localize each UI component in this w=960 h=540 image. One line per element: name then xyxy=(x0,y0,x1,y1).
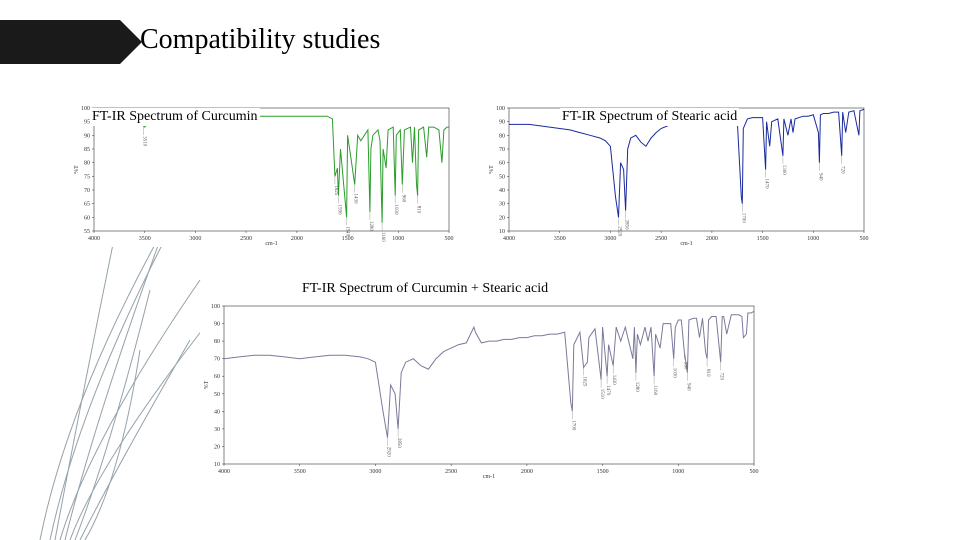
svg-text:1470: 1470 xyxy=(764,179,769,190)
svg-text:3500: 3500 xyxy=(554,236,566,242)
svg-text:4000: 4000 xyxy=(88,236,100,242)
svg-text:4000: 4000 xyxy=(503,236,515,242)
svg-text:1030: 1030 xyxy=(672,368,677,379)
svg-text:500: 500 xyxy=(445,236,454,242)
svg-text:940: 940 xyxy=(685,383,690,391)
svg-text:1625: 1625 xyxy=(333,185,338,196)
svg-text:960: 960 xyxy=(682,362,687,370)
svg-text:90: 90 xyxy=(84,133,90,139)
svg-text:2500: 2500 xyxy=(445,469,457,475)
svg-text:cm-1: cm-1 xyxy=(265,241,277,247)
svg-text:65: 65 xyxy=(84,202,90,208)
svg-text:70: 70 xyxy=(214,357,220,363)
svg-text:2920: 2920 xyxy=(386,447,391,458)
svg-text:50: 50 xyxy=(499,174,505,180)
svg-text:2000: 2000 xyxy=(706,236,718,242)
svg-text:4000: 4000 xyxy=(218,469,230,475)
svg-text:100: 100 xyxy=(211,304,220,310)
svg-text:80: 80 xyxy=(214,339,220,345)
svg-text:85: 85 xyxy=(84,147,90,153)
svg-text:1590: 1590 xyxy=(336,205,341,216)
slide-title: Compatibility studies xyxy=(140,24,380,56)
svg-text:30: 30 xyxy=(499,202,505,208)
svg-text:%T: %T xyxy=(204,380,210,389)
svg-text:1510: 1510 xyxy=(345,226,350,237)
svg-text:3000: 3000 xyxy=(369,469,381,475)
svg-text:30: 30 xyxy=(214,427,220,433)
svg-text:%T: %T xyxy=(74,165,80,174)
svg-text:1000: 1000 xyxy=(807,236,819,242)
svg-text:810: 810 xyxy=(416,206,421,214)
svg-text:80: 80 xyxy=(84,161,90,167)
svg-text:2000: 2000 xyxy=(521,469,533,475)
svg-text:500: 500 xyxy=(860,236,869,242)
title-accent-bar xyxy=(0,20,120,64)
svg-text:1700: 1700 xyxy=(740,213,745,224)
svg-text:40: 40 xyxy=(214,409,220,415)
svg-text:20: 20 xyxy=(214,444,220,450)
svg-text:1430: 1430 xyxy=(353,194,358,205)
svg-text:2920: 2920 xyxy=(617,226,622,237)
svg-text:2850: 2850 xyxy=(624,220,629,231)
svg-text:cm-1: cm-1 xyxy=(680,241,692,247)
svg-text:90: 90 xyxy=(499,120,505,126)
svg-text:940: 940 xyxy=(817,173,822,181)
svg-text:1500: 1500 xyxy=(597,469,609,475)
svg-text:1160: 1160 xyxy=(380,232,385,242)
svg-text:720: 720 xyxy=(719,372,724,380)
svg-text:1700: 1700 xyxy=(570,420,575,431)
svg-text:810: 810 xyxy=(705,369,710,377)
svg-text:1510: 1510 xyxy=(599,389,604,400)
svg-text:75: 75 xyxy=(84,174,90,180)
svg-text:80: 80 xyxy=(499,133,505,139)
svg-text:90: 90 xyxy=(214,322,220,328)
svg-text:2000: 2000 xyxy=(291,236,303,242)
svg-text:60: 60 xyxy=(84,215,90,221)
svg-text:720: 720 xyxy=(840,166,845,174)
spectrum-title-stearic: FT-IR Spectrum of Stearic acid xyxy=(560,108,739,126)
svg-text:2500: 2500 xyxy=(240,236,252,242)
svg-text:70: 70 xyxy=(499,147,505,153)
svg-text:60: 60 xyxy=(499,161,505,167)
svg-text:3000: 3000 xyxy=(189,236,201,242)
svg-text:3000: 3000 xyxy=(604,236,616,242)
spectrum-title-mix: FT-IR Spectrum of Curcumin + Stearic aci… xyxy=(300,280,550,298)
svg-text:1000: 1000 xyxy=(672,469,684,475)
svg-text:%T: %T xyxy=(489,165,495,174)
svg-text:55: 55 xyxy=(84,229,90,235)
svg-text:960: 960 xyxy=(400,195,405,203)
svg-text:60: 60 xyxy=(214,374,220,380)
spectrum-title-curcumin: FT-IR Spectrum of Curcumin xyxy=(90,108,260,126)
svg-text:100: 100 xyxy=(496,106,505,112)
svg-text:10: 10 xyxy=(214,462,220,468)
svg-text:3510: 3510 xyxy=(142,136,147,147)
svg-text:2500: 2500 xyxy=(655,236,667,242)
svg-text:cm-1: cm-1 xyxy=(483,474,495,480)
svg-text:1430: 1430 xyxy=(611,375,616,386)
svg-text:3500: 3500 xyxy=(294,469,306,475)
svg-text:1500: 1500 xyxy=(342,236,354,242)
svg-text:100: 100 xyxy=(81,106,90,112)
svg-text:1280: 1280 xyxy=(368,221,373,232)
svg-text:3500: 3500 xyxy=(139,236,151,242)
svg-text:40: 40 xyxy=(499,188,505,194)
svg-text:10: 10 xyxy=(499,229,505,235)
svg-text:500: 500 xyxy=(750,469,759,475)
svg-text:20: 20 xyxy=(499,215,505,221)
svg-text:1625: 1625 xyxy=(582,376,587,387)
svg-text:70: 70 xyxy=(84,188,90,194)
svg-text:1030: 1030 xyxy=(393,205,398,216)
svg-text:1000: 1000 xyxy=(392,236,404,242)
svg-text:1160: 1160 xyxy=(652,385,657,395)
svg-text:1300: 1300 xyxy=(781,165,786,176)
svg-text:2850: 2850 xyxy=(396,438,401,449)
svg-text:1470: 1470 xyxy=(605,385,610,396)
svg-text:50: 50 xyxy=(214,392,220,398)
svg-text:1500: 1500 xyxy=(757,236,769,242)
ftir-spectrum-mix: 10 20 30 40 50 60 70 80 90 100 4000 3500 3000 2500 200… xyxy=(200,300,760,480)
svg-text:1280: 1280 xyxy=(634,382,639,393)
